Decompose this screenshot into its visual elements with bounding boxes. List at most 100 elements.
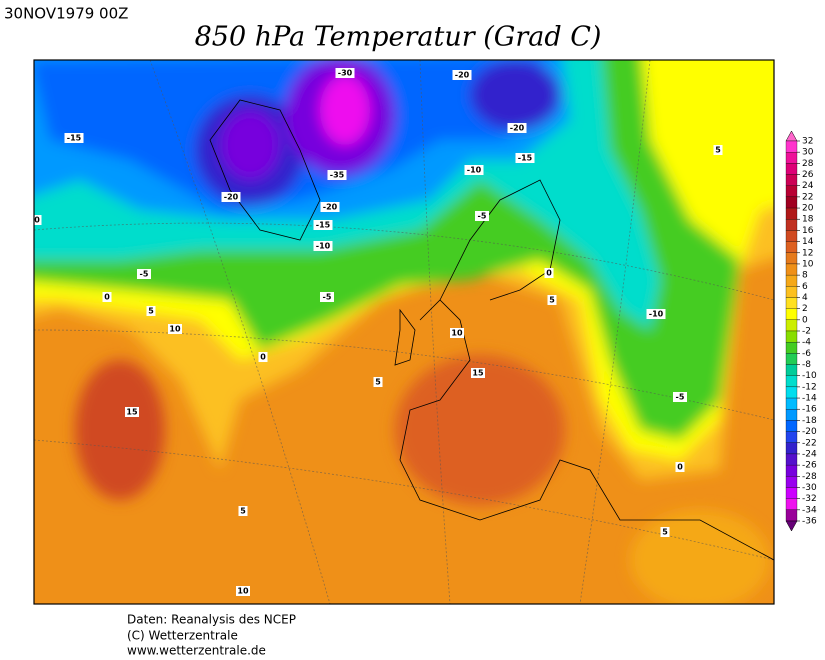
contour-label: 5 (549, 296, 555, 305)
contour-label-bg (258, 352, 268, 362)
colorbar-label: -16 (802, 405, 817, 415)
contour-label: -5 (140, 270, 149, 279)
contour-label: -20 (455, 71, 470, 80)
contour-label: 15 (126, 408, 138, 417)
colorbar-band (785, 263, 798, 276)
contour-label: -10 (316, 242, 331, 251)
contour-label: -20 (224, 193, 239, 202)
colorbar-band (785, 297, 798, 309)
contour-label-bg (475, 211, 489, 221)
contour-label-bg (660, 527, 670, 537)
map-title: 850 hPa Temperatur (Grad C) (195, 22, 602, 53)
contour-label: 0 (546, 269, 552, 278)
colorbar-band (785, 319, 798, 332)
colorbar-band (785, 342, 798, 354)
contour-label-bg (673, 392, 687, 402)
date-label: 30NOV1979 00Z (4, 5, 128, 23)
colorbar-band (785, 174, 798, 186)
colorbar-band (785, 464, 798, 477)
contour-label: 15 (472, 369, 484, 378)
colorbar-band (785, 252, 798, 265)
contour-label-bg (168, 324, 182, 334)
colorbar-end (785, 130, 798, 142)
colorbar-band (785, 308, 798, 320)
colorbar-label: -12 (802, 382, 817, 392)
contour-label-bg (507, 123, 527, 133)
contour-label-bg (221, 192, 241, 202)
colorbar-label: -30 (802, 483, 817, 493)
colorbar-band (785, 353, 798, 365)
footer-line: (C) Wetterzentrale (127, 629, 238, 643)
contour-label-bg (146, 306, 156, 316)
colorbar-band (785, 219, 798, 231)
colorbar-label: 4 (802, 293, 808, 303)
contour-label: 5 (662, 528, 668, 537)
colorbar-band (785, 196, 798, 209)
colorbar-end (785, 520, 798, 532)
contour-label-bg (102, 292, 112, 302)
contour-label: 5 (715, 146, 721, 155)
colorbar-band (785, 420, 798, 432)
contour-label-bg (327, 170, 347, 180)
colorbar-label: -6 (802, 349, 811, 359)
contour-label-bg (313, 241, 333, 251)
contour-label: -15 (316, 221, 331, 230)
contour-label-bg (713, 145, 723, 155)
colorbar-band (785, 230, 798, 242)
colorbar-label: -14 (802, 394, 817, 404)
contour-label-bg (515, 153, 535, 163)
contour-label: -5 (676, 393, 685, 402)
contour-label: 0 (260, 353, 266, 362)
colorbar-label: -2 (802, 327, 811, 337)
contour-label-bg (675, 462, 685, 472)
contour-label-bg (544, 268, 554, 278)
colorbar-label: 12 (802, 248, 813, 258)
contour-label-bg (320, 202, 340, 212)
colorbar-band (785, 330, 798, 343)
colorbar-band (785, 286, 798, 298)
colorbar-band (785, 487, 798, 499)
colorbar-band (785, 375, 798, 388)
colorbar-label: 22 (802, 192, 813, 202)
colorbar-band (785, 498, 798, 510)
contour-label: -30 (338, 69, 353, 78)
colorbar-band (785, 140, 798, 153)
contour-label-bg (471, 368, 485, 378)
colorbar-label: -22 (802, 438, 817, 448)
contour-label-bg (373, 377, 383, 387)
contour-label: -20 (510, 124, 525, 133)
temperature-map: -30 -20 -15 -20 -15 -10 -35 -20 -20 -5 -15 0 -10 -5 0 0… (34, 60, 774, 604)
contour-label: -5 (478, 212, 487, 221)
colorbar-band (785, 431, 798, 443)
colorbar-label: 20 (802, 204, 814, 214)
contour-label-bg (236, 586, 250, 596)
contour-label: 5 (240, 507, 246, 516)
footer-line: www.wetterzentrale.de (127, 644, 266, 657)
contour-label-bg (320, 292, 334, 302)
contour-label: 10 (169, 325, 181, 334)
colorbar-label: 2 (802, 304, 808, 314)
contour-label: -15 (67, 134, 82, 143)
contour-label-bg (125, 407, 139, 417)
colorbar-band (785, 274, 798, 287)
contour-label-bg (547, 295, 557, 305)
contour-label: 0 (104, 293, 110, 302)
contour-label: -5 (323, 293, 332, 302)
colorbar-label: -4 (802, 338, 811, 348)
colorbar-band (785, 386, 798, 399)
colorbar-label: -20 (802, 427, 817, 437)
colorbar-band (785, 163, 798, 175)
contour-label-bg (450, 328, 464, 338)
contour-label-bg (34, 215, 42, 225)
contour-label: 5 (148, 307, 154, 316)
colorbar-label: 6 (802, 282, 808, 292)
colorbar-band (785, 185, 798, 198)
colorbar-band (785, 453, 798, 466)
contour-label-bg (313, 220, 333, 230)
contour-label-bg (452, 70, 472, 80)
colorbar-label: -28 (802, 472, 817, 482)
contour-label: 10 (451, 329, 463, 338)
colorbar-label: 32 (802, 137, 813, 147)
colorbar-label: 28 (802, 159, 814, 169)
